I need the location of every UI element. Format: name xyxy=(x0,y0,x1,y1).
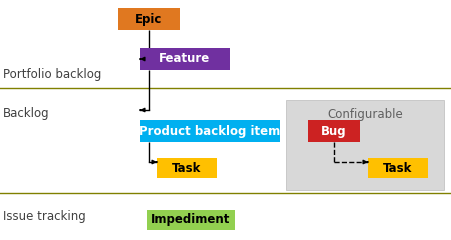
Bar xyxy=(156,158,216,178)
Text: Impediment: Impediment xyxy=(151,214,230,227)
Bar xyxy=(285,100,443,190)
Text: Task: Task xyxy=(382,162,412,174)
Text: Feature: Feature xyxy=(159,53,210,66)
Bar xyxy=(118,8,179,30)
Text: Issue tracking: Issue tracking xyxy=(3,210,86,223)
Text: Task: Task xyxy=(172,162,201,174)
Text: Bug: Bug xyxy=(321,125,346,138)
Text: Configurable: Configurable xyxy=(327,108,402,121)
Text: Product backlog item: Product backlog item xyxy=(139,125,280,138)
Bar xyxy=(367,158,427,178)
Bar xyxy=(140,48,230,70)
Bar xyxy=(140,120,279,142)
Text: Epic: Epic xyxy=(135,12,162,25)
Bar xyxy=(147,210,235,230)
Bar xyxy=(307,120,359,142)
Text: Backlog: Backlog xyxy=(3,107,50,120)
Text: Portfolio backlog: Portfolio backlog xyxy=(3,68,101,81)
